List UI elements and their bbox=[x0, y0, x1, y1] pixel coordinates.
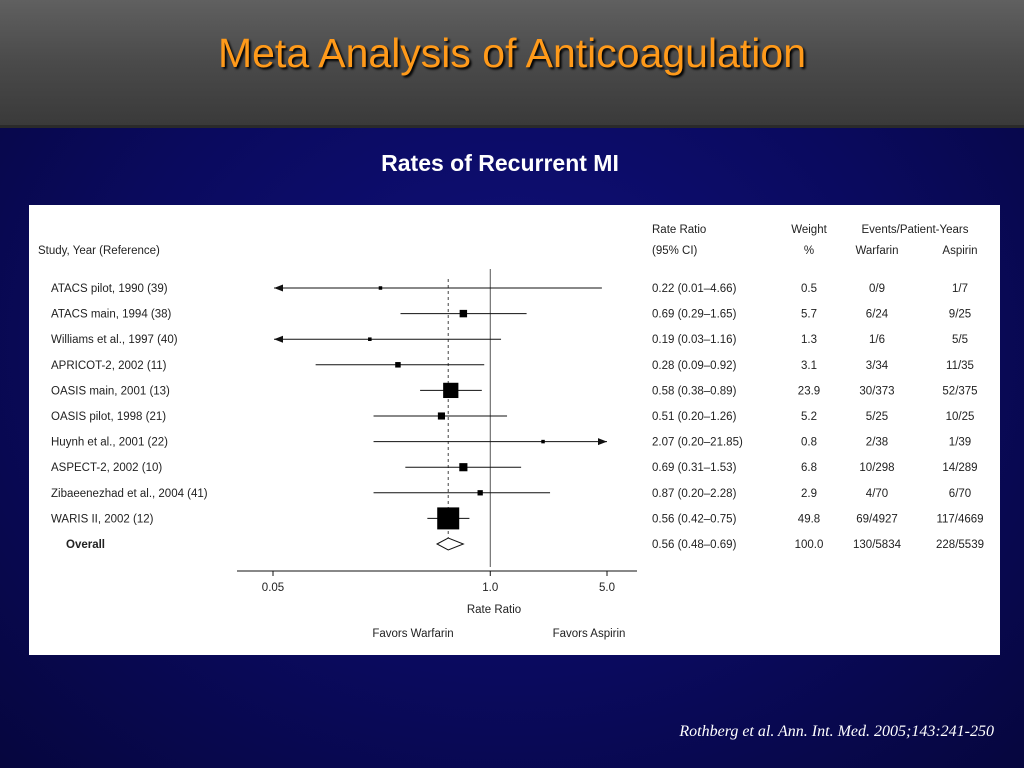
favors-warfarin-label: Favors Warfarin bbox=[372, 628, 453, 640]
ci-arrow-left bbox=[274, 284, 283, 292]
overall-weight: 100.0 bbox=[795, 539, 824, 551]
aspirin-events: 6/70 bbox=[949, 488, 971, 500]
rate-ratio-value: 0.28 (0.09–0.92) bbox=[652, 360, 737, 372]
citation: Rothberg et al. Ann. Int. Med. 2005;143:… bbox=[679, 723, 994, 740]
x-tick-label: 1.0 bbox=[482, 582, 498, 594]
overall-label: Overall bbox=[66, 539, 105, 551]
aspirin-events: 117/4669 bbox=[936, 513, 983, 525]
aspirin-events: 10/25 bbox=[946, 411, 975, 423]
overall-diamond bbox=[435, 537, 465, 551]
overall-warfarin-events: 130/5834 bbox=[853, 539, 902, 551]
header-events: Events/Patient-Years bbox=[862, 224, 969, 236]
favors-aspirin-label: Favors Aspirin bbox=[553, 628, 626, 640]
header-study: Study, Year (Reference) bbox=[38, 245, 160, 257]
study-label: Huynh et al., 2001 (22) bbox=[51, 437, 168, 449]
title-bar: Meta Analysis of Anticoagulation bbox=[0, 0, 1024, 128]
forest-plot-panel: Study, Year (Reference) Rate Ratio (95% … bbox=[29, 205, 1000, 655]
header-rate-ratio: Rate Ratio bbox=[652, 224, 706, 236]
header-aspirin: Aspirin bbox=[942, 245, 977, 257]
weight-value: 5.2 bbox=[801, 411, 817, 423]
weight-value: 5.7 bbox=[801, 309, 817, 321]
header-warfarin: Warfarin bbox=[855, 245, 898, 257]
study-point bbox=[395, 362, 401, 368]
study-point bbox=[437, 507, 460, 530]
warfarin-events: 5/25 bbox=[866, 411, 888, 423]
aspirin-events: 9/25 bbox=[949, 309, 971, 321]
aspirin-events: 11/35 bbox=[946, 360, 974, 372]
chart-subtitle: Rates of Recurrent MI bbox=[381, 150, 619, 176]
overall-rate-ratio: 0.56 (0.48–0.69) bbox=[652, 539, 737, 551]
warfarin-events: 30/373 bbox=[859, 385, 894, 397]
aspirin-events: 52/375 bbox=[942, 385, 977, 397]
weight-value: 23.9 bbox=[798, 385, 820, 397]
x-axis-label: Rate Ratio bbox=[467, 604, 521, 616]
x-tick-label: 5.0 bbox=[599, 582, 615, 594]
study-label: OASIS main, 2001 (13) bbox=[51, 385, 170, 397]
study-label: Zibaeenezhad et al., 2004 (41) bbox=[51, 488, 208, 500]
study-point bbox=[477, 490, 483, 496]
aspirin-events: 1/39 bbox=[949, 437, 971, 449]
weight-value: 0.8 bbox=[801, 437, 817, 449]
weight-value: 1.3 bbox=[801, 334, 817, 346]
study-point bbox=[443, 382, 459, 399]
weight-value: 3.1 bbox=[801, 360, 817, 372]
study-point bbox=[378, 286, 383, 290]
warfarin-events: 0/9 bbox=[869, 283, 885, 295]
study-point bbox=[459, 463, 468, 472]
rate-ratio-value: 0.69 (0.31–1.53) bbox=[652, 462, 737, 474]
header-weight-unit: % bbox=[804, 245, 814, 257]
rate-ratio-value: 0.56 (0.42–0.75) bbox=[652, 513, 737, 525]
rate-ratio-value: 0.87 (0.20–2.28) bbox=[652, 488, 737, 500]
ci-arrow-right bbox=[598, 438, 607, 446]
study-label: WARIS II, 2002 (12) bbox=[51, 513, 154, 525]
aspirin-events: 5/5 bbox=[952, 334, 968, 346]
aspirin-events: 1/7 bbox=[952, 283, 968, 295]
header-rate-ratio-ci: (95% CI) bbox=[652, 245, 698, 257]
aspirin-events: 14/289 bbox=[942, 462, 977, 474]
warfarin-events: 2/38 bbox=[866, 437, 888, 449]
weight-value: 0.5 bbox=[801, 283, 817, 295]
warfarin-events: 69/4927 bbox=[856, 513, 898, 525]
rate-ratio-value: 0.22 (0.01–4.66) bbox=[652, 283, 737, 295]
warfarin-events: 6/24 bbox=[866, 309, 889, 321]
overall-aspirin-events: 228/5539 bbox=[936, 539, 984, 551]
header-weight: Weight bbox=[791, 224, 827, 236]
study-label: ATACS main, 1994 (38) bbox=[51, 309, 172, 321]
study-point bbox=[437, 412, 445, 420]
rate-ratio-value: 0.19 (0.03–1.16) bbox=[652, 334, 737, 346]
weight-value: 2.9 bbox=[801, 488, 817, 500]
study-label: OASIS pilot, 1998 (21) bbox=[51, 411, 166, 423]
weight-value: 6.8 bbox=[801, 462, 817, 474]
rate-ratio-value: 0.58 (0.38–0.89) bbox=[652, 385, 737, 397]
rate-ratio-value: 0.69 (0.29–1.65) bbox=[652, 309, 737, 321]
warfarin-events: 4/70 bbox=[866, 488, 888, 500]
study-label: ASPECT-2, 2002 (10) bbox=[51, 462, 162, 474]
rate-ratio-value: 0.51 (0.20–1.26) bbox=[652, 411, 737, 423]
forest-plot: Study, Year (Reference) Rate Ratio (95% … bbox=[38, 224, 984, 640]
ci-arrow-left bbox=[274, 335, 283, 343]
study-label: APRICOT-2, 2002 (11) bbox=[51, 360, 167, 372]
study-point bbox=[368, 337, 372, 341]
study-label: ATACS pilot, 1990 (39) bbox=[51, 283, 168, 295]
study-point bbox=[541, 439, 545, 444]
warfarin-events: 1/6 bbox=[869, 334, 885, 346]
study-label: Williams et al., 1997 (40) bbox=[51, 334, 178, 346]
warfarin-events: 10/298 bbox=[859, 462, 894, 474]
slide-title: Meta Analysis of Anticoagulation bbox=[217, 30, 807, 76]
study-point bbox=[459, 309, 468, 318]
weight-value: 49.8 bbox=[798, 513, 820, 525]
x-tick-label: 0.05 bbox=[262, 582, 284, 594]
warfarin-events: 3/34 bbox=[866, 360, 889, 372]
rate-ratio-value: 2.07 (0.20–21.85) bbox=[652, 437, 743, 449]
